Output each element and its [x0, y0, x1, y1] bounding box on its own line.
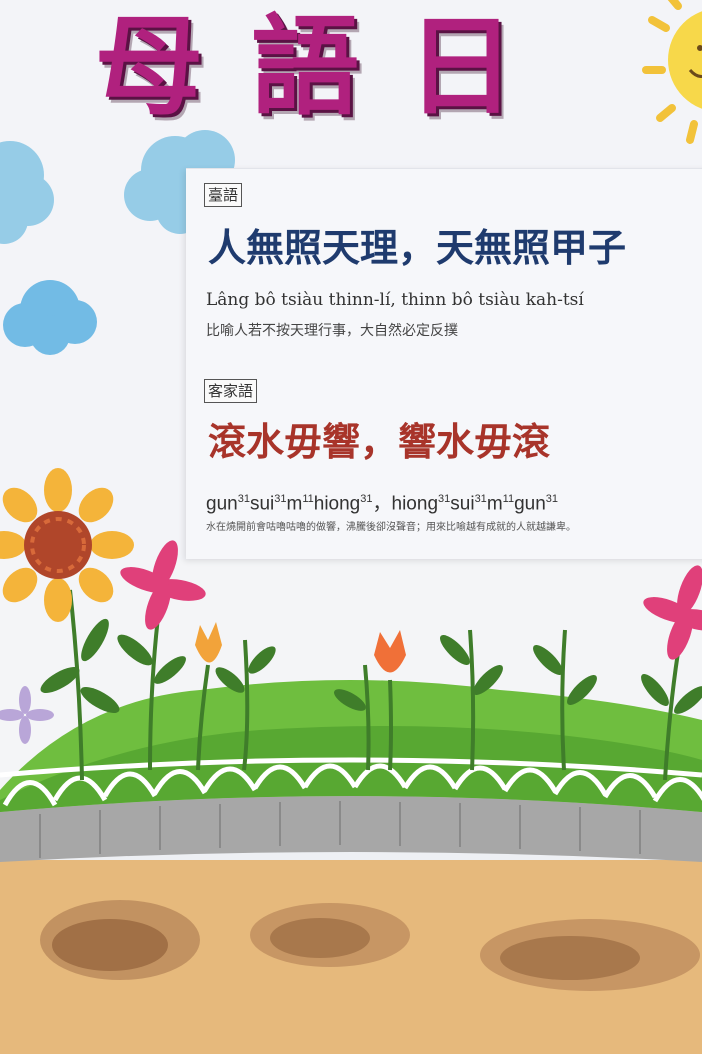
- hakka-romanization: gun31sui31m11hiong31，hiong31sui31m11gun3…: [206, 487, 558, 516]
- title-char: 母: [95, 4, 204, 130]
- tulip-icon: [374, 630, 406, 673]
- taiwanese-tag: 臺語: [204, 183, 243, 207]
- pink-flower-icon: [120, 540, 206, 630]
- lilac-flower-icon: [0, 686, 54, 744]
- curb: [0, 796, 702, 862]
- sun-icon: [642, 0, 702, 144]
- hakka-tone: 31: [274, 493, 287, 505]
- hakka-separator: ，: [372, 493, 392, 515]
- hakka-tone: 11: [502, 493, 515, 505]
- hakka-syllable: hiong: [391, 493, 439, 515]
- hakka-tag: 客家語: [204, 379, 258, 403]
- hakka-syllable: m: [286, 493, 303, 515]
- hakka-syllable: sui: [450, 493, 475, 515]
- title-char: 語: [250, 4, 359, 130]
- hakka-syllable: gun: [514, 493, 546, 515]
- pink-flower-icon: [643, 565, 702, 660]
- hakka-tone: 31: [360, 493, 373, 505]
- poster-title: 母 語 日: [95, 2, 515, 132]
- hakka-proverb: 滾水毋響，響水毋滾: [208, 419, 551, 464]
- hakka-tone: 31: [237, 493, 250, 505]
- hakka-tone: 11: [302, 493, 314, 505]
- taiwanese-proverb: 人無照天理，天無照甲子: [208, 225, 627, 270]
- hakka-syllable: hiong: [313, 493, 361, 515]
- hakka-tone: 31: [474, 493, 487, 505]
- tulip-icon: [195, 622, 222, 663]
- sunflower-icon: [0, 468, 134, 622]
- taiwanese-romanization: Lâng bô tsiàu thinn-lí, thinn bô tsiàu k…: [206, 290, 584, 310]
- hakka-syllable: gun: [206, 493, 238, 515]
- hakka-tone: 31: [545, 493, 559, 505]
- taiwanese-meaning: 比喻人若不按天理行事，大自然必定反撲: [206, 323, 458, 339]
- title-char: 日: [406, 4, 515, 130]
- cloud-icon: [0, 141, 54, 244]
- cloud-icon: [3, 280, 97, 355]
- hakka-meaning: 水在燒開前會咕嚕咕嚕的做響，沸騰後卻沒聲音；用來比喻越有成就的人就越謙卑。: [206, 522, 576, 533]
- hakka-syllable: sui: [249, 493, 275, 515]
- hakka-tone: 31: [438, 493, 451, 505]
- proverb-note: 臺語 人無照天理，天無照甲子 Lâng bô tsiàu thinn-lí, t…: [186, 168, 702, 559]
- hakka-syllable: m: [486, 493, 503, 515]
